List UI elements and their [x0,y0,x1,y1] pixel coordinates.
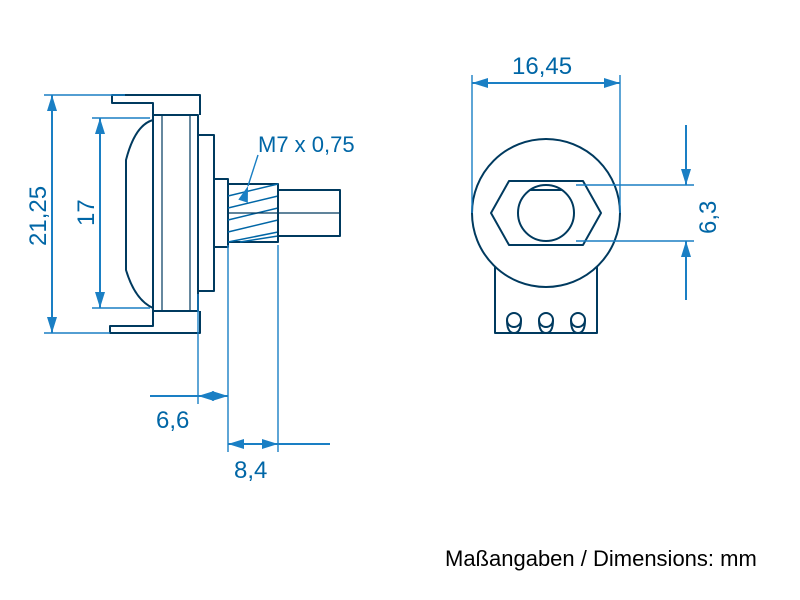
dim-label-6-3: 6,3 [695,201,722,234]
thread-label: M7 x 0,75 [258,132,355,157]
dim-label-16-45: 16,45 [512,53,572,80]
dim-label-8-4: 8,4 [234,457,267,484]
dim-label-21-25: 21,25 [25,186,52,246]
dim-8-4: 8,4 [228,245,330,484]
technical-drawing: M7 x 0,75 21,25 17 6,6 [0,0,800,600]
dim-label-17: 17 [73,199,100,226]
side-view: M7 x 0,75 21,25 17 6,6 [25,95,355,484]
caption: Maßangaben / Dimensions: mm [445,546,757,571]
dim-17: 17 [73,118,150,308]
dim-label-6-6: 6,6 [156,407,189,434]
front-view: 16,45 6,3 [472,53,722,333]
